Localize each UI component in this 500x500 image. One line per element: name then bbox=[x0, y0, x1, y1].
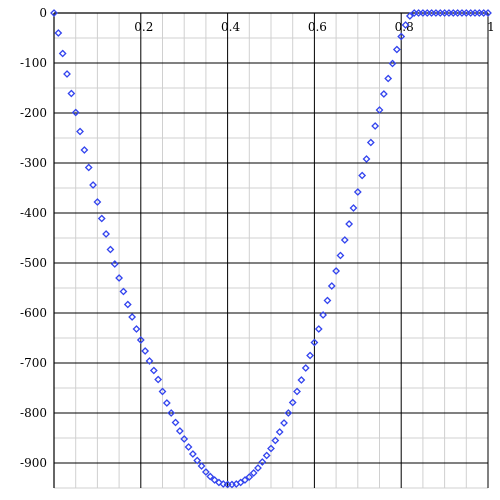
data-point bbox=[392, 45, 401, 54]
data-point bbox=[197, 462, 206, 470]
y-tick-labels: 0 -100 -200 -300 -400 -500 -600 -700 -800 -900 bbox=[20, 6, 47, 470]
data-point bbox=[201, 468, 210, 476]
data-point bbox=[349, 204, 358, 212]
y-tick-label: -400 bbox=[20, 206, 47, 220]
data-point bbox=[384, 74, 393, 83]
data-point bbox=[358, 171, 367, 180]
data-point bbox=[84, 163, 93, 172]
data-point bbox=[275, 428, 284, 436]
data-point bbox=[149, 366, 158, 375]
data-point bbox=[188, 450, 197, 458]
data-point bbox=[314, 325, 323, 333]
grid-lines bbox=[54, 13, 489, 489]
data-point bbox=[50, 9, 58, 17]
data-point bbox=[123, 300, 132, 309]
data-point bbox=[58, 49, 67, 58]
data-point bbox=[254, 464, 262, 472]
data-point bbox=[167, 409, 176, 417]
x-tick-label: 0.4 bbox=[221, 20, 240, 34]
data-point bbox=[245, 473, 254, 481]
data-point bbox=[93, 198, 102, 206]
data-point bbox=[284, 409, 293, 417]
data-point bbox=[215, 478, 223, 487]
data-point bbox=[132, 325, 141, 333]
data-point bbox=[388, 59, 397, 68]
data-point bbox=[115, 274, 124, 282]
data-point bbox=[288, 398, 297, 407]
data-point bbox=[249, 469, 258, 477]
data-point bbox=[110, 260, 119, 268]
x-tick-labels: 0.2 0.4 0.6 0.8 1 bbox=[134, 20, 495, 34]
data-point bbox=[362, 155, 371, 163]
data-point bbox=[241, 476, 249, 484]
data-point bbox=[306, 351, 314, 360]
data-point bbox=[401, 21, 410, 29]
x-tick-label: 1 bbox=[487, 20, 495, 34]
y-tick-label: -100 bbox=[20, 56, 47, 70]
data-point bbox=[171, 418, 180, 427]
data-point bbox=[154, 375, 163, 384]
data-point bbox=[102, 230, 110, 238]
data-point bbox=[128, 313, 137, 321]
data-point bbox=[71, 108, 80, 117]
data-point bbox=[310, 338, 319, 347]
data-point bbox=[366, 138, 375, 147]
data-point bbox=[271, 436, 280, 445]
data-point bbox=[371, 122, 380, 130]
data-point bbox=[206, 472, 215, 481]
data-point bbox=[63, 70, 71, 78]
data-point bbox=[97, 214, 106, 223]
data-point bbox=[301, 364, 310, 372]
data-point bbox=[158, 387, 167, 396]
data-point bbox=[323, 296, 332, 305]
data-point bbox=[332, 267, 341, 275]
y-tick-label: -900 bbox=[20, 456, 47, 470]
y-tick-label: -200 bbox=[20, 106, 47, 120]
data-point bbox=[405, 12, 414, 20]
data-point bbox=[345, 220, 354, 228]
data-point bbox=[258, 458, 267, 466]
data-point bbox=[379, 90, 388, 98]
data-point bbox=[193, 456, 202, 465]
y-tick-label: -800 bbox=[20, 406, 47, 420]
data-point bbox=[319, 311, 327, 319]
data-point bbox=[54, 29, 63, 37]
data-point bbox=[262, 451, 271, 460]
data-points bbox=[50, 9, 492, 489]
data-point bbox=[162, 399, 171, 407]
y-tick-label: -500 bbox=[20, 256, 47, 270]
data-point bbox=[340, 236, 349, 244]
data-point bbox=[180, 435, 189, 443]
data-point bbox=[141, 347, 150, 355]
data-point bbox=[76, 127, 84, 136]
data-point bbox=[67, 89, 76, 98]
data-point bbox=[327, 282, 336, 290]
data-point bbox=[136, 336, 145, 344]
data-point bbox=[375, 106, 384, 114]
y-tick-label: -300 bbox=[20, 156, 47, 170]
data-point bbox=[175, 427, 184, 435]
data-point bbox=[106, 245, 115, 254]
data-point bbox=[397, 32, 406, 41]
data-point bbox=[210, 476, 219, 484]
data-point bbox=[484, 9, 492, 17]
x-tick-label: 0.2 bbox=[134, 20, 153, 34]
data-point bbox=[267, 444, 275, 453]
data-point bbox=[89, 181, 97, 189]
x-tick-label: 0.6 bbox=[308, 20, 327, 34]
data-point bbox=[297, 376, 306, 384]
data-point bbox=[280, 419, 288, 427]
y-tick-label: -600 bbox=[20, 306, 47, 320]
data-point bbox=[145, 357, 154, 365]
data-point bbox=[119, 287, 128, 296]
data-point bbox=[80, 146, 89, 154]
data-point bbox=[293, 387, 301, 396]
y-tick-label: 0 bbox=[39, 6, 47, 20]
data-point bbox=[336, 251, 345, 260]
y-tick-label: -700 bbox=[20, 356, 47, 370]
data-point bbox=[353, 188, 362, 196]
data-point bbox=[184, 443, 193, 451]
